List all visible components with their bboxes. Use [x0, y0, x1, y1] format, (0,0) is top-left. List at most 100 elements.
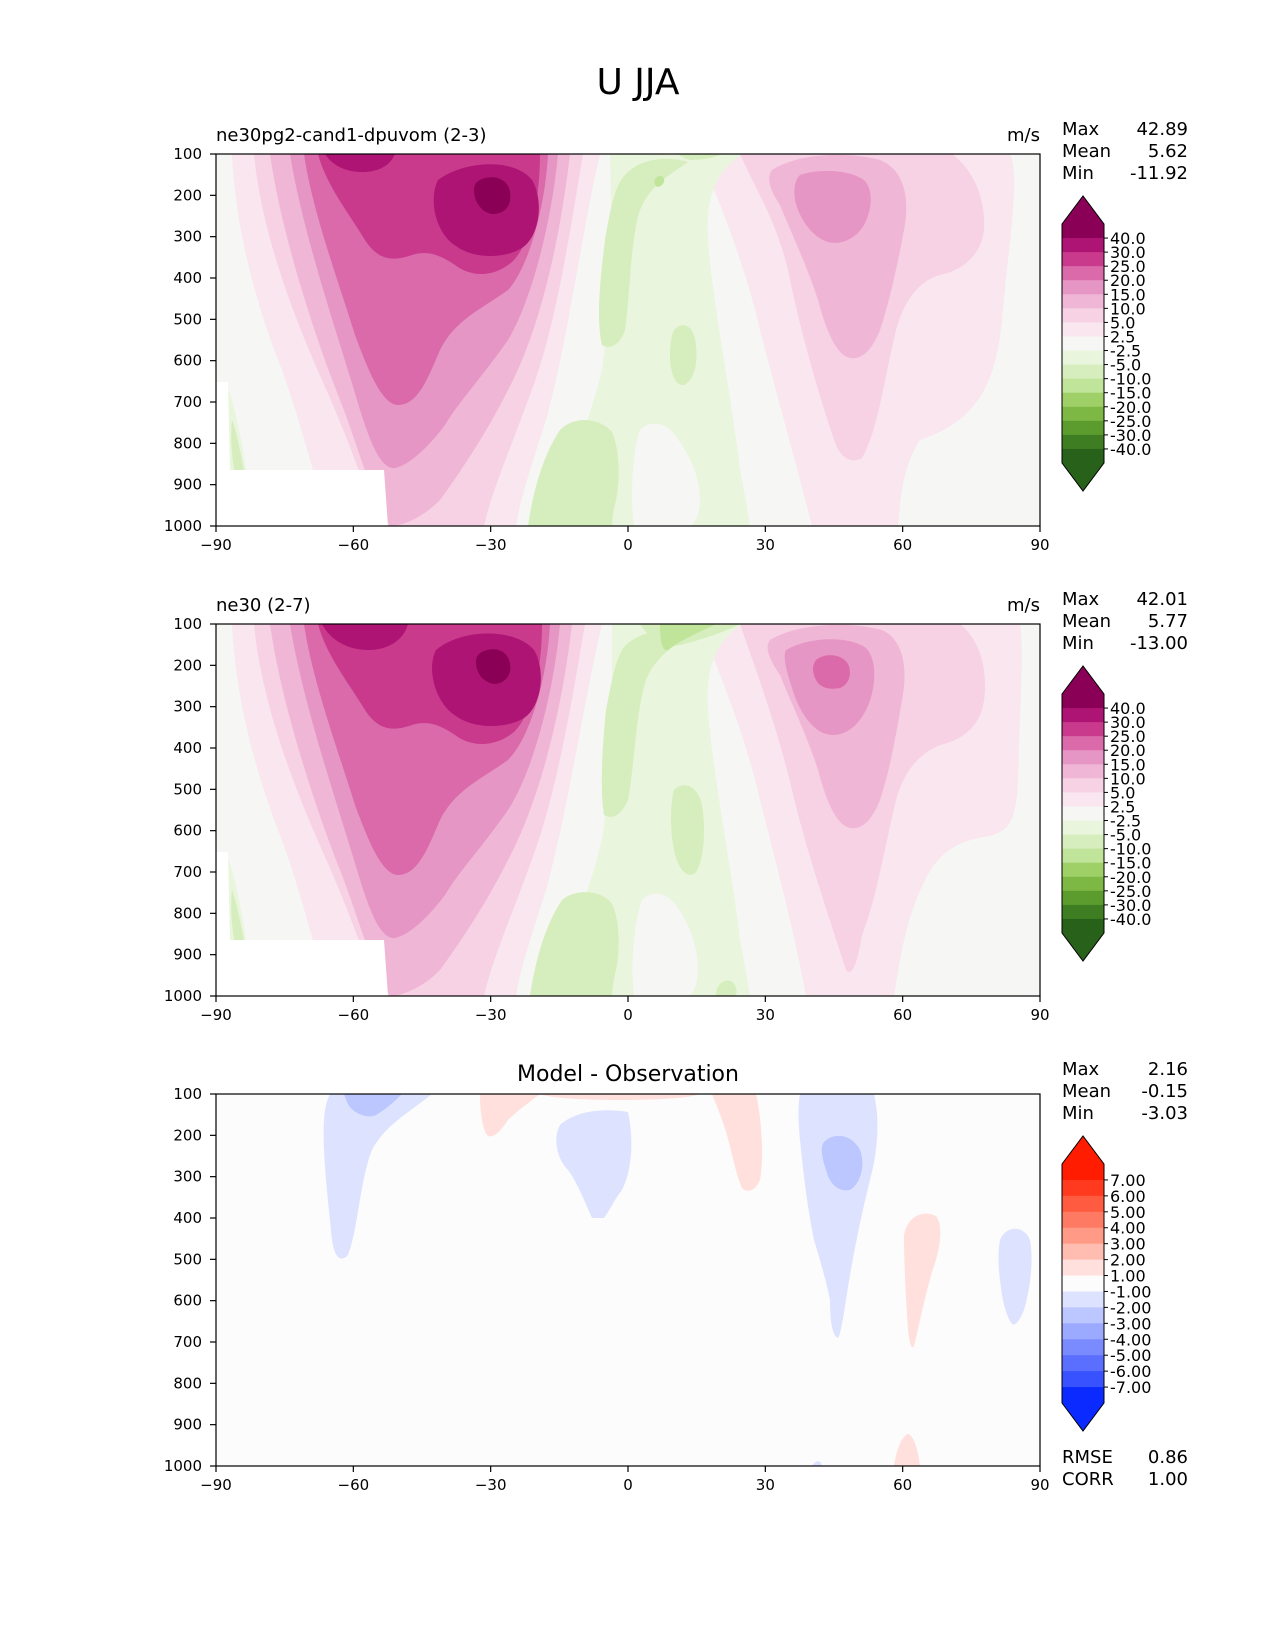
contour-sj-40: [474, 177, 511, 214]
y-tick-label: 500: [173, 1250, 202, 1268]
diff-neg2-sj: [344, 1094, 402, 1117]
y-tick-label: 600: [173, 1292, 202, 1310]
colorbar-band: [1062, 778, 1104, 793]
colorbar-band: [1062, 876, 1104, 892]
panel-2-mean-label: Mean: [1062, 611, 1111, 632]
colorbar-tick-label: 7.00: [1110, 1171, 1146, 1190]
colorbar-band: [1062, 736, 1104, 751]
contour-e-neg10-top: [660, 624, 716, 651]
colorbar-tick-label: -15.0: [1110, 384, 1151, 403]
colorbar-tick-label: -10.0: [1110, 840, 1151, 859]
colorbar-tick-label: 2.5: [1110, 327, 1135, 346]
colorbar-band: [1062, 1275, 1104, 1292]
colorbar-band: [1062, 1291, 1104, 1308]
contour-sp-neg5: [231, 890, 244, 940]
colorbar-band: [1062, 364, 1104, 380]
colorbar-band: [1062, 350, 1104, 366]
panel-2-axes: −90 −60 −30 0 30 60 90 100 200 300 400 500 600 700 800…: [164, 615, 1050, 1024]
colorbar-band: [1062, 224, 1104, 239]
colorbar-band: [1062, 890, 1104, 906]
colorbar-band: [1062, 722, 1104, 737]
diff-neg2-nj: [821, 1135, 863, 1191]
colorbar-band: [1062, 820, 1104, 836]
contour-sj-top: [325, 154, 395, 172]
colorbar-band: [1062, 1259, 1104, 1277]
colorbar-band: [1062, 1211, 1104, 1229]
panel-3-axes: −90 −60 −30 0 30 60 90 100 200 300 400 500 600 700 800…: [164, 1085, 1050, 1494]
colorbar-band: [1062, 708, 1104, 723]
panel-1-mean-value: 5.62: [1148, 141, 1188, 162]
colorbar-tick-label: 40.0: [1110, 699, 1146, 718]
colorbar-band: [1062, 1195, 1104, 1213]
contour-e-neg5-small: [716, 980, 737, 996]
colorbar-tick-label: 40.0: [1110, 229, 1146, 248]
colorbar-tick-label: 5.00: [1110, 1203, 1146, 1222]
colorbar-tick-label: 2.5: [1110, 797, 1135, 816]
colorbar-band: [1062, 1164, 1104, 1181]
panel-1-title: ne30pg2-cand1-dpuvom (2-3): [216, 125, 487, 146]
colorbar-tick-label: 25.0: [1110, 727, 1146, 746]
contour-sj-40: [476, 649, 511, 684]
panel-2-min-label: Min: [1062, 633, 1094, 654]
colorbar-tick-label: -2.5: [1110, 812, 1141, 831]
figure-title: U JJA: [596, 62, 679, 103]
x-tick-label: −90: [200, 1476, 232, 1494]
x-tick-label: 60: [893, 536, 912, 554]
x-tick-label: 30: [756, 1006, 775, 1024]
panel-1-stats: Max 42.89 Mean 5.62 Min -11.92: [1062, 119, 1188, 184]
colorbar-tick-label: -30.0: [1110, 896, 1151, 915]
contour-sj-top: [322, 624, 408, 650]
colorbar-tick-label: -6.00: [1110, 1362, 1151, 1381]
colorbar-band: [1062, 848, 1104, 864]
panel-2-max-label: Max: [1062, 589, 1100, 610]
panel-3-title: Model - Observation: [517, 1062, 739, 1087]
x-tick-label: 30: [756, 1476, 775, 1494]
y-tick-label: 1000: [164, 1457, 202, 1475]
panel-3-stats: Max 2.16 Mean -0.15 Min -3.03 RMSE 0.86 …: [1062, 1059, 1188, 1490]
y-tick-label: 900: [173, 946, 202, 964]
y-tick-label: 800: [173, 434, 202, 452]
colorbar-band: [1062, 378, 1104, 394]
contour-e-neg5-mid: [670, 325, 697, 386]
y-tick-label: 700: [173, 1333, 202, 1351]
colorbar-tick-label: 1.00: [1110, 1267, 1146, 1286]
diff-pos1-sfc: [894, 1434, 920, 1466]
panel-2-colorbar: 40.030.025.020.015.010.05.02.5-2.5-5.0-1…: [1061, 665, 1151, 962]
colorbar-extend-max: [1062, 196, 1104, 224]
colorbar-band: [1062, 252, 1104, 267]
colorbar-band: [1062, 1179, 1104, 1197]
panel-3-rmse-label: RMSE: [1062, 1447, 1113, 1468]
y-tick-label: 100: [173, 145, 202, 163]
y-tick-label: 800: [173, 1374, 202, 1392]
x-tick-label: −30: [475, 1006, 507, 1024]
colorbar-tick-label: 15.0: [1110, 755, 1146, 774]
diff-neg1-sj: [323, 1094, 432, 1259]
colorbar-band: [1062, 1227, 1104, 1245]
colorbar-tick-label: 20.0: [1110, 271, 1146, 290]
diff-neg1-tropics: [556, 1110, 632, 1218]
x-tick-label: −30: [475, 1476, 507, 1494]
colorbar-tick-label: 30.0: [1110, 713, 1146, 732]
x-tick-label: 60: [893, 1476, 912, 1494]
x-tick-label: 0: [623, 1006, 633, 1024]
panel-1-contour-field: [216, 154, 1040, 526]
diff-pos1-c: [712, 1094, 763, 1191]
colorbar-tick-label: 5.0: [1110, 783, 1135, 802]
colorbar-tick-label: 10.0: [1110, 299, 1146, 318]
contour-e-neg5-lower: [530, 892, 619, 996]
colorbar-tick-label: 4.00: [1110, 1219, 1146, 1238]
y-tick-label: 100: [173, 615, 202, 633]
x-tick-label: 90: [1030, 1476, 1049, 1494]
x-tick-label: −60: [338, 536, 370, 554]
panel-1-mean-label: Mean: [1062, 141, 1111, 162]
colorbar-tick-label: 30.0: [1110, 243, 1146, 262]
colorbar-outline: [1061, 665, 1105, 962]
colorbar-outline: [1061, 1135, 1105, 1432]
y-tick-label: 500: [173, 780, 202, 798]
colorbar-extend-min: [1062, 463, 1104, 491]
x-tick-label: −90: [200, 536, 232, 554]
panel-3-mean-label: Mean: [1062, 1081, 1111, 1102]
panel-2: ne30 (2-7) m/s: [164, 589, 1188, 1024]
panel-2-min-value: -13.00: [1130, 633, 1188, 654]
diff-pos1-d: [904, 1213, 941, 1348]
